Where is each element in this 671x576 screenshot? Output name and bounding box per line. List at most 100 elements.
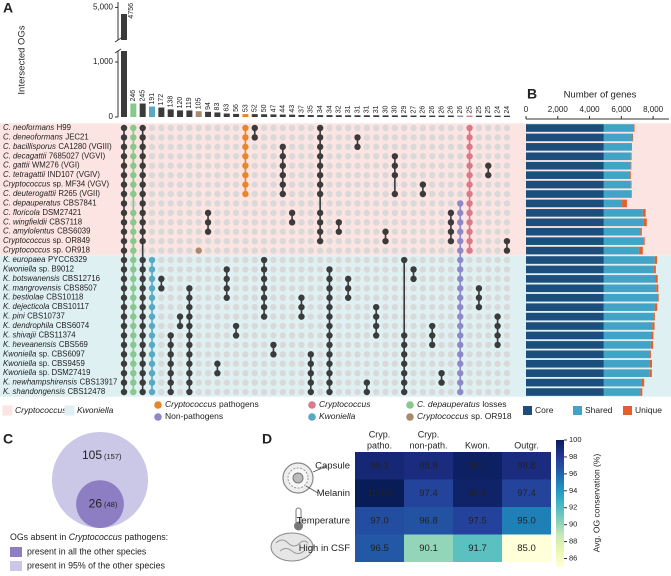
empty-dot xyxy=(335,360,343,367)
column-label: patho. xyxy=(367,440,392,450)
empty-dot xyxy=(475,322,483,330)
empty-dot xyxy=(372,247,380,254)
value-label: 37 xyxy=(298,105,305,113)
y-axis-title: Intersected OGs xyxy=(17,25,28,94)
empty-dot xyxy=(288,162,296,169)
empty-dot xyxy=(335,322,343,330)
member-dot xyxy=(401,369,408,377)
bar xyxy=(447,115,454,117)
member-dot xyxy=(260,313,268,320)
member-dot xyxy=(410,275,417,283)
empty-dot xyxy=(307,181,314,188)
bar-segment xyxy=(526,227,604,236)
member-dot xyxy=(316,134,324,141)
empty-dot xyxy=(335,294,343,301)
empty-dot xyxy=(251,228,258,235)
empty-dot xyxy=(494,285,501,292)
empty-dot xyxy=(372,351,380,358)
legend-swatch xyxy=(2,405,13,416)
venn-count: 105 xyxy=(82,448,102,462)
empty-dot xyxy=(503,332,511,339)
empty-dot xyxy=(223,153,230,160)
member-dot xyxy=(139,171,146,179)
empty-dot xyxy=(372,369,380,377)
empty-dot xyxy=(270,285,277,292)
member-dot xyxy=(148,369,156,377)
empty-dot xyxy=(158,228,165,235)
member-dot xyxy=(494,332,501,339)
empty-dot xyxy=(148,228,156,235)
empty-dot xyxy=(223,388,230,396)
empty-dot xyxy=(204,143,212,151)
empty-dot xyxy=(494,256,501,264)
species-label: C. wingfieldii CBS7118 xyxy=(3,217,82,226)
empty-dot xyxy=(298,379,305,386)
colorbar-tick-label: 100 xyxy=(569,435,582,444)
empty-dot xyxy=(176,369,184,377)
empty-dot xyxy=(344,341,352,349)
cell-label: 95.0 xyxy=(517,515,536,526)
empty-dot xyxy=(447,190,455,198)
empty-dot xyxy=(372,153,380,160)
legend-swatch xyxy=(523,406,532,415)
empty-dot xyxy=(438,162,445,169)
member-dot xyxy=(130,143,137,151)
empty-dot xyxy=(447,134,455,141)
leader-line xyxy=(312,465,328,473)
member-dot xyxy=(120,313,128,320)
empty-dot xyxy=(232,285,240,292)
bar-segment xyxy=(603,284,657,293)
empty-dot xyxy=(260,341,268,349)
empty-dot xyxy=(382,143,389,151)
empty-dot xyxy=(447,256,455,264)
bar xyxy=(186,110,193,117)
colorbar-tick-label: 98 xyxy=(569,452,577,461)
empty-dot xyxy=(419,153,427,160)
bar-segment xyxy=(656,284,659,293)
empty-dot xyxy=(232,313,240,320)
empty-dot xyxy=(288,313,296,320)
bar-segment xyxy=(603,246,639,255)
empty-dot xyxy=(429,247,436,254)
empty-dot xyxy=(288,369,296,377)
empty-dot xyxy=(232,171,240,179)
member-dot xyxy=(326,294,333,301)
bar-segment xyxy=(526,341,604,349)
bar-segment xyxy=(603,227,641,236)
empty-dot xyxy=(223,332,230,339)
species-label-part: K. dejecticola xyxy=(3,302,50,311)
empty-dot xyxy=(260,219,268,226)
legend-dot xyxy=(308,401,316,409)
empty-dot xyxy=(307,247,314,254)
bar-segment xyxy=(603,369,650,377)
empty-dot xyxy=(148,237,156,245)
member-dot xyxy=(120,200,128,207)
empty-dot xyxy=(354,275,361,283)
empty-dot xyxy=(279,256,286,264)
species-label-part: sp. MF34 (VGV) xyxy=(53,180,110,189)
empty-dot xyxy=(288,247,296,254)
value-label: 4756 xyxy=(128,3,135,19)
member-dot xyxy=(148,322,156,330)
member-dot xyxy=(279,143,286,151)
bar-segment xyxy=(649,359,652,368)
empty-dot xyxy=(251,379,258,386)
empty-dot xyxy=(372,360,380,367)
column-label: Kwon. xyxy=(465,440,490,450)
species-label-part: CBS10117 xyxy=(52,302,89,311)
member-dot xyxy=(223,294,230,301)
empty-dot xyxy=(204,294,212,301)
empty-dot xyxy=(148,190,156,198)
empty-dot xyxy=(270,124,277,132)
empty-dot xyxy=(307,303,314,311)
empty-dot xyxy=(214,322,221,330)
member-dot xyxy=(130,351,137,358)
value-label: 24 xyxy=(504,106,511,114)
bar xyxy=(177,110,184,117)
empty-dot xyxy=(260,351,268,358)
empty-dot xyxy=(279,219,286,226)
empty-dot xyxy=(438,171,445,179)
empty-dot xyxy=(186,228,193,235)
empty-dot xyxy=(326,237,333,245)
species-label-part: sp. OR849 xyxy=(53,236,90,245)
